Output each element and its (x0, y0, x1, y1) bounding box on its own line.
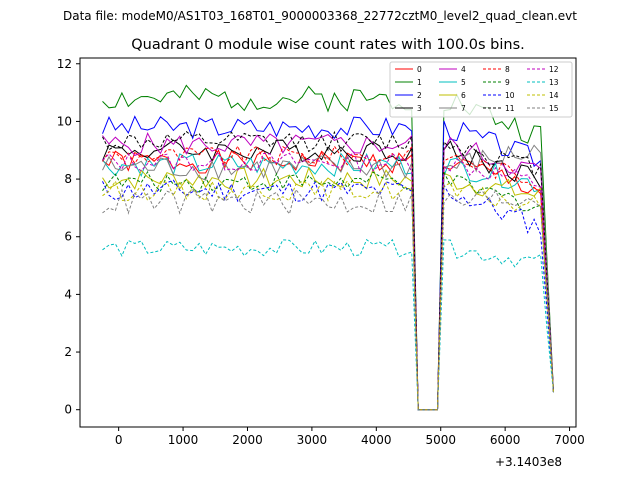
y-tick-label: 6 (64, 230, 72, 244)
series-line-13 (102, 238, 554, 411)
series-line-6 (102, 166, 554, 411)
legend-label-7: 7 (461, 104, 466, 113)
x-axis: 0 1000 2000 3000 4000 5000 6000 7000 (115, 427, 585, 447)
x-tick-label: 3000 (297, 433, 328, 447)
series-line-2 (102, 115, 554, 411)
legend-label-11: 11 (505, 104, 515, 113)
series-layer (102, 84, 554, 411)
x-tick-label: 7000 (554, 433, 585, 447)
legend-box (389, 61, 573, 118)
legend-label-1: 1 (417, 78, 422, 87)
y-axis: 0 2 4 6 8 10 12 (57, 57, 80, 417)
y-tick-label: 8 (64, 172, 72, 186)
y-tick-label: 0 (64, 403, 72, 417)
legend-label-14: 14 (549, 91, 559, 100)
legend-label-8: 8 (505, 65, 510, 74)
series-line-8 (102, 144, 554, 411)
y-tick-label: 4 (64, 287, 72, 301)
legend-label-15: 15 (549, 104, 559, 113)
y-tick-label: 10 (57, 114, 72, 128)
y-tick-label: 12 (57, 57, 72, 71)
legend-label-6: 6 (461, 91, 466, 100)
x-tick-label: 1000 (168, 433, 199, 447)
x-offset-label: +3.1403e8 (495, 455, 562, 469)
series-line-15 (102, 188, 554, 411)
series-line-4 (102, 132, 554, 411)
x-tick-label: 2000 (232, 433, 263, 447)
series-line-1 (102, 84, 554, 411)
legend-label-10: 10 (505, 91, 515, 100)
legend-label-2: 2 (417, 91, 422, 100)
series-line-7 (102, 144, 554, 411)
x-tick-label: 4000 (361, 433, 392, 447)
series-line-11 (102, 130, 554, 411)
series-line-14 (102, 179, 554, 411)
plot-frame (79, 57, 577, 428)
legend-label-9: 9 (505, 78, 510, 87)
chart-title: Quadrant 0 module wise count rates with … (131, 37, 525, 53)
x-tick-label: 5000 (425, 433, 456, 447)
x-tick-label: 6000 (490, 433, 521, 447)
legend-label-5: 5 (461, 78, 466, 87)
series-line-3 (102, 139, 554, 411)
x-tick-label: 0 (115, 433, 123, 447)
legend-label-12: 12 (549, 65, 559, 74)
suptitle: Data file: modeM0/AS1T03_168T01_90000033… (63, 9, 577, 23)
legend-label-4: 4 (461, 65, 466, 74)
legend-label-0: 0 (417, 65, 422, 74)
legend-label-3: 3 (417, 104, 422, 113)
series-line-12 (102, 151, 554, 411)
series-line-5 (102, 152, 554, 411)
y-tick-label: 2 (64, 345, 72, 359)
legend-label-13: 13 (549, 78, 559, 87)
series-line-9 (102, 170, 554, 411)
series-line-10 (102, 179, 554, 411)
